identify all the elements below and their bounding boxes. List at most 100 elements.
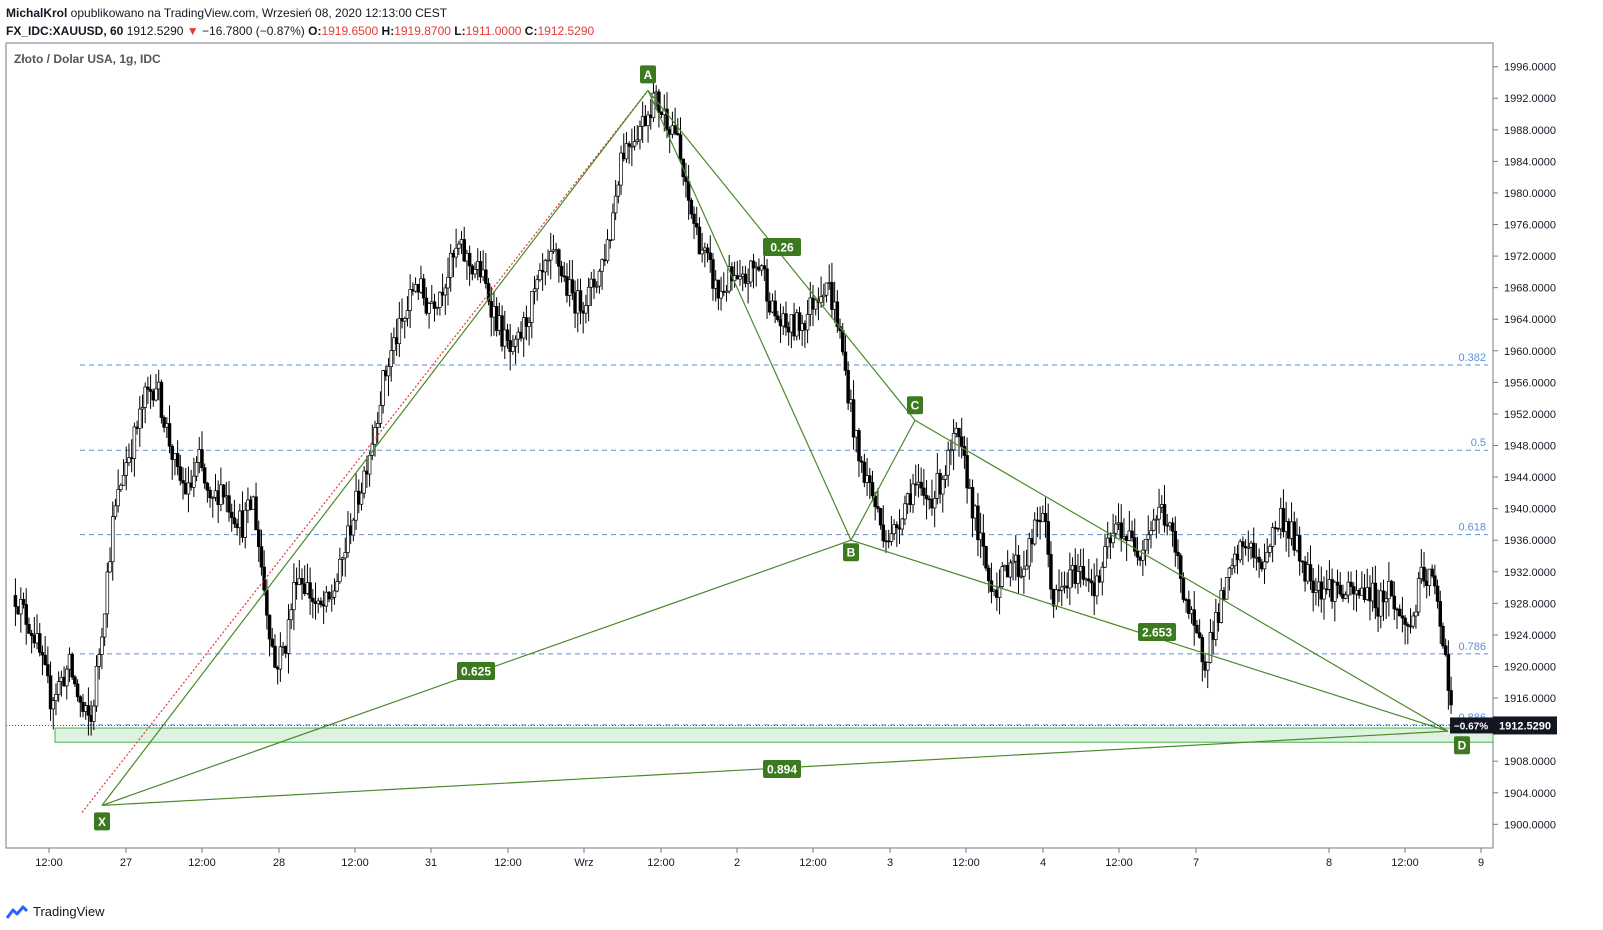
- candle-body: [1143, 538, 1148, 551]
- candle-body: [1338, 584, 1342, 595]
- candle-body: [762, 265, 767, 270]
- symbol-label[interactable]: FX_IDC:XAUUSD, 60: [6, 24, 124, 38]
- point-x[interactable]: X: [94, 812, 110, 831]
- candle-body: [1154, 518, 1159, 521]
- candle-body: [138, 408, 142, 429]
- ratio-label-text: 0.894: [767, 763, 797, 777]
- candle-body: [402, 317, 407, 322]
- candle-body: [889, 533, 894, 542]
- candle-body: [611, 212, 615, 241]
- candle-body: [932, 498, 937, 509]
- candle-body: [943, 474, 948, 480]
- candle-body: [822, 294, 826, 298]
- candle-body: [981, 532, 986, 547]
- candle-body: [389, 350, 393, 367]
- y-tick-label: 1924.0000: [1504, 630, 1556, 642]
- footer-brand[interactable]: TradingView: [33, 904, 105, 919]
- candle-body: [765, 268, 769, 302]
- candle-body: [505, 329, 510, 341]
- candle-body: [1027, 538, 1032, 567]
- candle-body: [1205, 662, 1210, 671]
- candle-body: [259, 546, 264, 568]
- candle-body: [351, 519, 356, 536]
- candle-body: [29, 632, 34, 637]
- candle-body: [600, 259, 604, 272]
- candle-body: [746, 281, 750, 284]
- low-value: 1911.0000: [465, 24, 522, 38]
- point-a[interactable]: A: [640, 65, 656, 84]
- candle-body: [797, 312, 802, 331]
- candle-body: [613, 195, 618, 214]
- candle-body: [708, 252, 713, 260]
- x-tick-label: 12:00: [1391, 857, 1419, 869]
- candle-body: [1068, 569, 1072, 589]
- candle-body: [386, 366, 391, 377]
- candle-body: [1270, 527, 1275, 547]
- candle-body: [467, 252, 472, 267]
- ratio-label-text: 0.26: [770, 241, 794, 255]
- candle-body: [127, 457, 131, 464]
- candle-body: [895, 524, 899, 528]
- y-tick-label: 1988.0000: [1504, 125, 1556, 137]
- point-a-text: A: [644, 68, 653, 82]
- point-b[interactable]: B: [843, 543, 859, 562]
- candle-body: [868, 475, 872, 483]
- candle-body: [1119, 522, 1123, 539]
- author-name[interactable]: MichalKrol: [6, 6, 68, 20]
- ratio-label[interactable]: 0.625: [457, 662, 495, 680]
- ratio-label[interactable]: 0.894: [763, 760, 801, 778]
- candle-body: [843, 351, 848, 371]
- ratio-label[interactable]: 2.653: [1138, 623, 1176, 641]
- candle-body: [557, 249, 561, 267]
- candle-body: [511, 345, 515, 352]
- y-tick-label: 1996.0000: [1504, 62, 1556, 74]
- candle-body: [167, 423, 172, 447]
- x-tick-label: 8: [1326, 857, 1332, 869]
- candle-body: [635, 139, 640, 142]
- candle-body: [267, 614, 272, 640]
- candle-body: [200, 449, 204, 469]
- point-d[interactable]: D: [1454, 736, 1470, 755]
- candle-body: [338, 558, 342, 583]
- candle-body: [705, 247, 710, 254]
- candle-body: [292, 582, 296, 611]
- candle-body: [692, 213, 696, 224]
- candle-body: [1095, 575, 1099, 597]
- candle-body: [100, 636, 104, 655]
- candle-body: [289, 609, 293, 621]
- x-tick-label: 31: [425, 857, 437, 869]
- candle-body: [1238, 541, 1242, 561]
- candle-body: [1411, 615, 1415, 627]
- candle-body: [367, 454, 372, 475]
- candle-body: [427, 303, 431, 314]
- candle-body: [110, 516, 115, 563]
- candle-body: [638, 126, 642, 141]
- candle-body: [192, 475, 196, 488]
- candle-body: [205, 482, 210, 491]
- candle-body: [227, 495, 231, 513]
- point-c-bg: [907, 396, 923, 415]
- point-x-text: X: [98, 815, 106, 829]
- x-tick-label: 2: [734, 857, 740, 869]
- candle-body: [113, 505, 118, 517]
- x-tick-label: 3: [887, 857, 893, 869]
- candle-body: [1251, 542, 1256, 558]
- candle-body: [1422, 566, 1426, 582]
- point-c[interactable]: C: [907, 396, 923, 415]
- candle-body: [846, 370, 850, 404]
- open-label: O:: [308, 24, 322, 38]
- candle-body: [92, 705, 96, 722]
- candle-body: [911, 483, 915, 506]
- candle-body: [1049, 554, 1053, 590]
- candle-body: [1408, 625, 1413, 628]
- candle-body: [1446, 654, 1451, 691]
- candle-body: [37, 633, 42, 653]
- price-change: −16.7800 (−0.87%): [202, 24, 305, 38]
- candle-body: [616, 184, 621, 197]
- candle-body: [146, 386, 150, 390]
- y-tick-label: 1960.0000: [1504, 346, 1556, 358]
- candle-body: [1322, 588, 1326, 600]
- ratio-label[interactable]: 0.26: [763, 238, 801, 256]
- candle-body: [438, 291, 442, 308]
